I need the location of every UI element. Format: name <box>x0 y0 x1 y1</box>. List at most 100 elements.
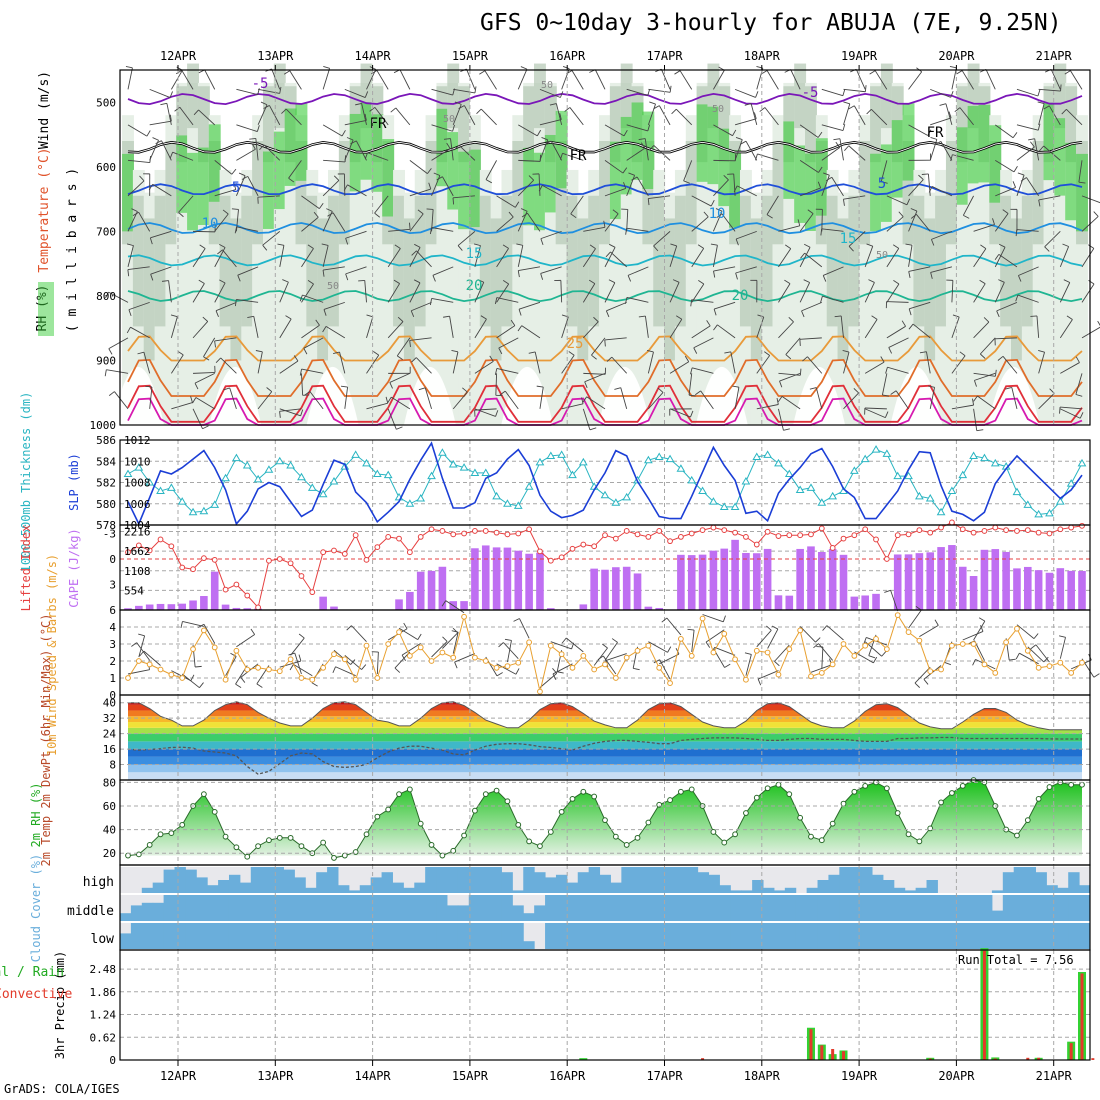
wind-barb-flag <box>735 136 743 140</box>
wind-barb <box>1002 356 1018 374</box>
wind-barb-flag <box>863 637 867 644</box>
wind-barb-flag <box>710 243 718 246</box>
cloud-cover-bar <box>545 895 557 921</box>
wind-barb <box>973 248 987 268</box>
cloud-cover-bar <box>283 869 295 893</box>
wind-barb <box>570 195 584 215</box>
wind-barb <box>466 68 476 90</box>
thickness-tick-label: 584 <box>96 455 116 468</box>
cape-bar <box>698 554 707 610</box>
wind-barb <box>214 282 226 303</box>
wind-barb-flag <box>494 297 498 305</box>
rh-shade-gray <box>826 195 839 327</box>
wind-barb <box>604 188 626 197</box>
rh-shade-green <box>468 149 481 228</box>
wind-barb <box>431 148 451 161</box>
wind-barb-flag <box>842 349 850 353</box>
cape-bar <box>763 548 772 610</box>
wind-speed-marker <box>677 636 684 642</box>
wind-barb-flag <box>976 429 984 432</box>
wind-barb <box>127 159 150 164</box>
cape-bar <box>189 600 197 610</box>
thickness-marker <box>275 456 285 465</box>
wind-barb <box>886 283 900 303</box>
wind-barb-flag <box>674 70 681 75</box>
wind-barb <box>801 301 822 312</box>
cloud-cover-bar <box>446 923 459 949</box>
wind-barb <box>387 321 404 339</box>
wind-barb <box>688 373 693 396</box>
wind-barb <box>692 367 714 374</box>
cloud-cover-bar <box>414 895 426 921</box>
wind-barb <box>973 224 995 232</box>
cloud-cover-bar <box>784 887 797 893</box>
cloud-cover-bar <box>752 895 764 921</box>
wind-speed-marker <box>200 627 207 634</box>
wind-barb-flag <box>675 315 683 320</box>
thickness-axis-label: 1000-500mb Thickness (dm) <box>19 392 33 573</box>
cape-bar <box>904 554 913 610</box>
wind-barb <box>391 396 411 410</box>
cloud-cover-bar <box>305 895 317 921</box>
lifted-index-marker <box>667 538 673 545</box>
wind-barb-flag <box>853 388 859 394</box>
wind-barb <box>734 118 757 126</box>
wind-barb-flag <box>373 351 379 356</box>
wind-barb <box>290 637 305 656</box>
cloud-cover-bar <box>784 895 797 921</box>
wind-barb-flag <box>279 411 281 418</box>
lifted-index-marker <box>1014 528 1020 534</box>
cape-bar <box>937 547 945 610</box>
thickness-marker <box>1055 497 1065 505</box>
rh-shade-gray <box>685 141 698 245</box>
wind-barb-flag <box>784 279 791 285</box>
temp-band <box>128 764 1082 773</box>
contour-label: 10 <box>709 206 726 222</box>
cape-bar <box>612 567 620 610</box>
cape-bar <box>872 593 880 610</box>
wind-barb-flag <box>321 243 329 246</box>
lifted-index-marker <box>949 519 955 526</box>
wind-barb <box>604 282 616 303</box>
wind-barb <box>257 391 273 410</box>
wind-barb-flag <box>1060 84 1062 92</box>
wind-barb-flag <box>581 397 584 404</box>
rh-shade-green <box>891 120 904 198</box>
lifted-index-marker <box>125 549 131 556</box>
rh-shade-green <box>262 151 275 229</box>
wind-barb-flag <box>822 275 827 282</box>
wind-barb-flag <box>517 270 520 278</box>
thickness-marker <box>1012 487 1022 496</box>
wind-barb-flag <box>1038 349 1045 353</box>
cape-bar <box>1034 570 1043 610</box>
cloud-cover-bar <box>893 923 906 949</box>
rh-shade-light <box>805 82 817 425</box>
wind-barb <box>1018 266 1039 276</box>
wind-barb <box>1016 124 1039 131</box>
contour-label: 5 <box>232 180 240 196</box>
cape-bar <box>135 605 143 610</box>
lifted-index-marker <box>656 528 663 534</box>
wind-barb-flag <box>649 145 655 151</box>
rh2m-marker <box>612 833 619 840</box>
wind-barb <box>236 148 256 161</box>
lifted-index-marker <box>168 543 175 550</box>
wind-barb-flag <box>914 682 921 688</box>
thickness-marker <box>578 457 588 466</box>
wind-barb <box>821 209 823 232</box>
precip-tick-label: 1.24 <box>90 1009 117 1022</box>
cloud-cover-bar <box>621 923 633 949</box>
wind-barb <box>538 173 541 196</box>
wind-barb <box>996 301 1018 312</box>
cloud-cover-bar <box>370 895 383 921</box>
wind-barb <box>562 152 584 161</box>
rh-shade-light <box>176 82 189 425</box>
lifted-index-marker <box>450 531 457 538</box>
wind-barb <box>693 337 714 349</box>
wind-barb-flag <box>1038 199 1041 207</box>
lifted-index-marker <box>255 604 261 611</box>
wind-speed-marker <box>385 641 392 647</box>
rh-shade-gray <box>317 218 330 361</box>
rh2m-marker <box>1079 781 1085 788</box>
wind-barb <box>886 195 908 206</box>
